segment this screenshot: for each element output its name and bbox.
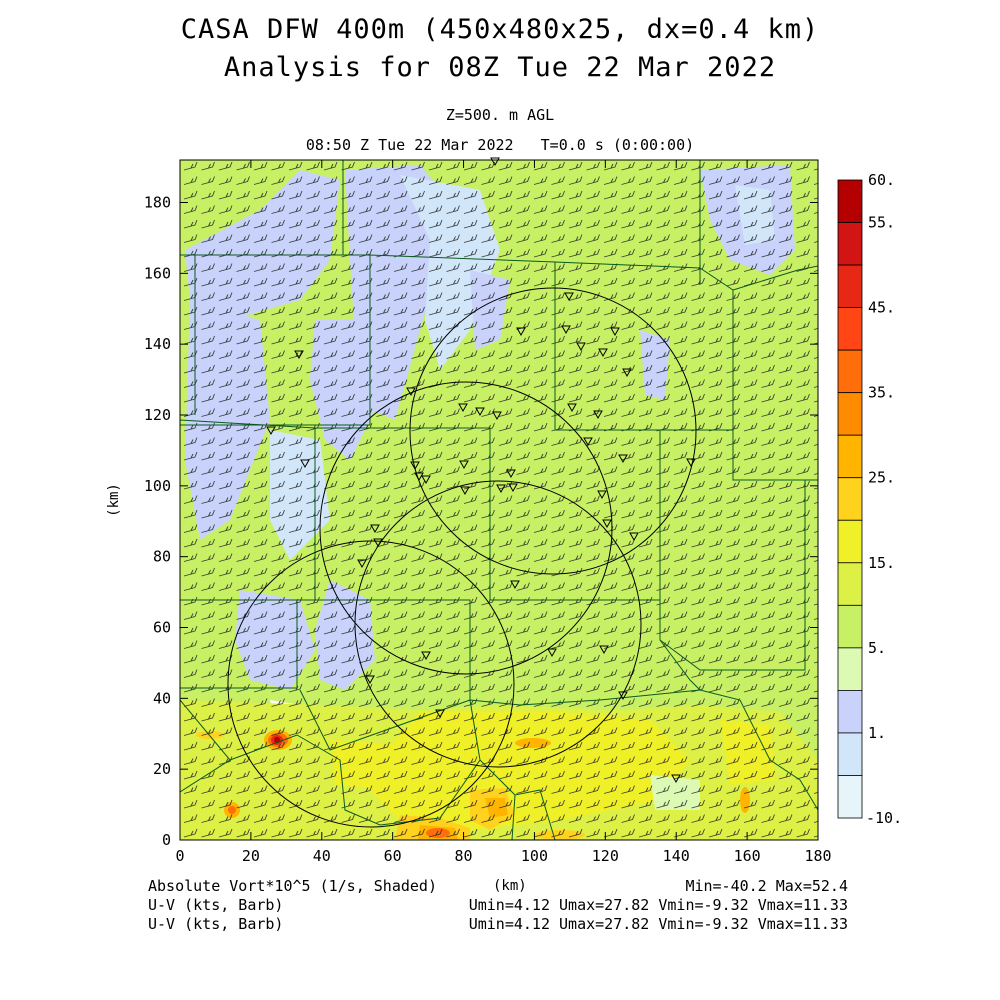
colorbar-swatch <box>837 222 863 266</box>
y-tick-label: 140 <box>144 335 171 353</box>
colorbar-swatch <box>837 392 863 436</box>
colorbar-swatch <box>837 264 863 309</box>
x-tick-label: 180 <box>804 847 831 865</box>
field-description: Absolute Vort*10^5 (1/s, Shaded) <box>148 877 437 895</box>
y-tick-label: 180 <box>144 194 171 212</box>
colorbar-swatch <box>837 179 863 223</box>
x-tick-label: 160 <box>734 847 761 865</box>
vector-description-2: U-V (kts, Barb) <box>148 915 284 933</box>
colorbar-label: 1. <box>868 724 886 742</box>
station-markers <box>266 157 696 784</box>
x-axis: 0 20 40 60 80 100 120 140 160 180 <box>175 160 832 865</box>
colorbar-label: -10. <box>866 809 902 827</box>
y-tick-label: 120 <box>144 406 171 424</box>
colorbar-label: 60. <box>868 171 895 189</box>
radar-range-rings <box>227 287 697 828</box>
colorbar-label: 35. <box>868 384 895 402</box>
x-tick-label: 140 <box>663 847 690 865</box>
colorbar-swatch <box>837 307 863 351</box>
x-tick-label: 0 <box>175 847 184 865</box>
colorbar-swatch <box>837 519 863 564</box>
colorbar-swatch <box>837 562 863 606</box>
vector-stats-1: Umin=4.12 Umax=27.82 Vmin=-9.32 Vmax=11.… <box>468 896 848 914</box>
x-tick-label: 40 <box>313 847 331 865</box>
colorbar-swatch <box>837 690 863 734</box>
x-tick-label: 60 <box>384 847 402 865</box>
vector-description-1: U-V (kts, Barb) <box>148 896 284 914</box>
y-tick-label: 40 <box>153 689 171 707</box>
valid-time-label: 08:50 Z Tue 22 Mar 2022 T=0.0 s (0:00:00… <box>305 136 695 154</box>
colorbar-swatch <box>837 477 863 521</box>
y-tick-label: 20 <box>153 760 171 778</box>
colorbar-label: 45. <box>868 299 895 317</box>
vector-stats-2: Umin=4.12 Umax=27.82 Vmin=-9.32 Vmax=11.… <box>468 915 848 933</box>
y-tick-label: 160 <box>144 264 171 282</box>
y-tick-label: 80 <box>153 548 171 566</box>
colorbar-label: 15. <box>868 554 895 572</box>
colorbar-swatch <box>837 775 863 819</box>
colorbar-label: 25. <box>868 469 895 487</box>
plot-frame <box>179 159 819 841</box>
colorbar-swatch <box>837 647 863 691</box>
x-axis-unit: (km) <box>493 878 527 894</box>
x-tick-label: 20 <box>242 847 260 865</box>
colorbar-swatch <box>837 434 863 479</box>
radar-ring-north <box>409 287 697 575</box>
colorbar-label: 55. <box>868 214 895 232</box>
y-tick-label: 100 <box>144 477 171 495</box>
y-axis-label: (km) <box>106 483 122 517</box>
radar-ring-center <box>319 381 613 675</box>
map-title-line2: Analysis for 08Z Tue 22 Mar 2022 <box>223 52 777 83</box>
map-title-line1: CASA DFW 400m (450x480x25, dx=0.4 km) <box>180 14 820 45</box>
y-tick-label: 60 <box>153 619 171 637</box>
county-boundaries <box>180 160 818 840</box>
x-tick-label: 80 <box>455 847 473 865</box>
colorbar-label: 5. <box>868 639 886 657</box>
colorbar-swatch <box>837 604 863 649</box>
radar-ring-east <box>354 480 642 768</box>
colorbar-swatch <box>837 349 863 394</box>
x-tick-label: 120 <box>592 847 619 865</box>
vorticity-shading <box>180 160 818 840</box>
radar-ring-west <box>227 540 515 828</box>
colorbar-swatch <box>837 732 863 776</box>
level-label: Z=500. m AGL <box>445 106 555 124</box>
x-tick-label: 100 <box>521 847 548 865</box>
colorbar: 60. 55. 45. 35. 25. 15. 5. 1. -10. <box>837 171 902 827</box>
field-minmax: Min=-40.2 Max=52.4 <box>685 877 848 895</box>
y-axis: 0 20 40 60 80 100 120 140 160 180 <box>144 194 818 849</box>
y-tick-label: 0 <box>162 831 171 849</box>
